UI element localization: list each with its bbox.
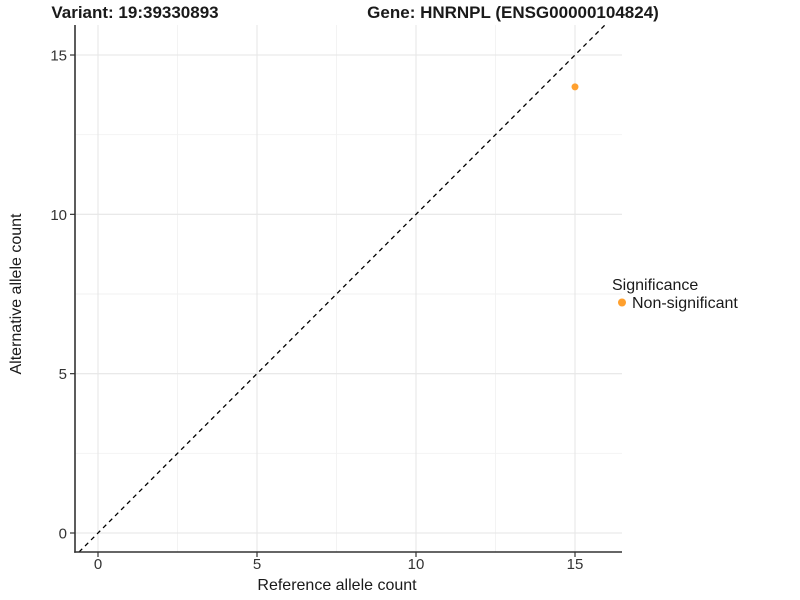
x-axis-title: Reference allele count xyxy=(257,577,417,594)
legend-key-dot-icon xyxy=(618,298,626,307)
y-tick-label: 0 xyxy=(59,526,67,543)
x-tick-label: 10 xyxy=(408,556,425,573)
y-tick-label: 10 xyxy=(50,207,67,224)
x-tick-label: 15 xyxy=(567,556,584,573)
legend: Significance Non-significant xyxy=(612,277,738,312)
identity-dashed-line xyxy=(78,24,606,553)
variant-title: Variant: 19:39330893 xyxy=(51,3,218,22)
x-tick-label: 0 xyxy=(94,556,102,573)
legend-item-label: Non-significant xyxy=(632,295,738,312)
plot-panel: 0 5 10 15 0 5 10 15 xyxy=(50,24,622,573)
y-axis-title: Alternative allele count xyxy=(8,213,25,375)
x-tick-label: 5 xyxy=(253,556,261,573)
y-tick-label: 15 xyxy=(50,48,67,65)
y-tick-label: 5 xyxy=(59,366,67,383)
data-point xyxy=(571,83,579,91)
legend-title: Significance xyxy=(612,277,698,294)
gene-title: Gene: HNRNPL (ENSG00000104824) xyxy=(367,3,659,22)
